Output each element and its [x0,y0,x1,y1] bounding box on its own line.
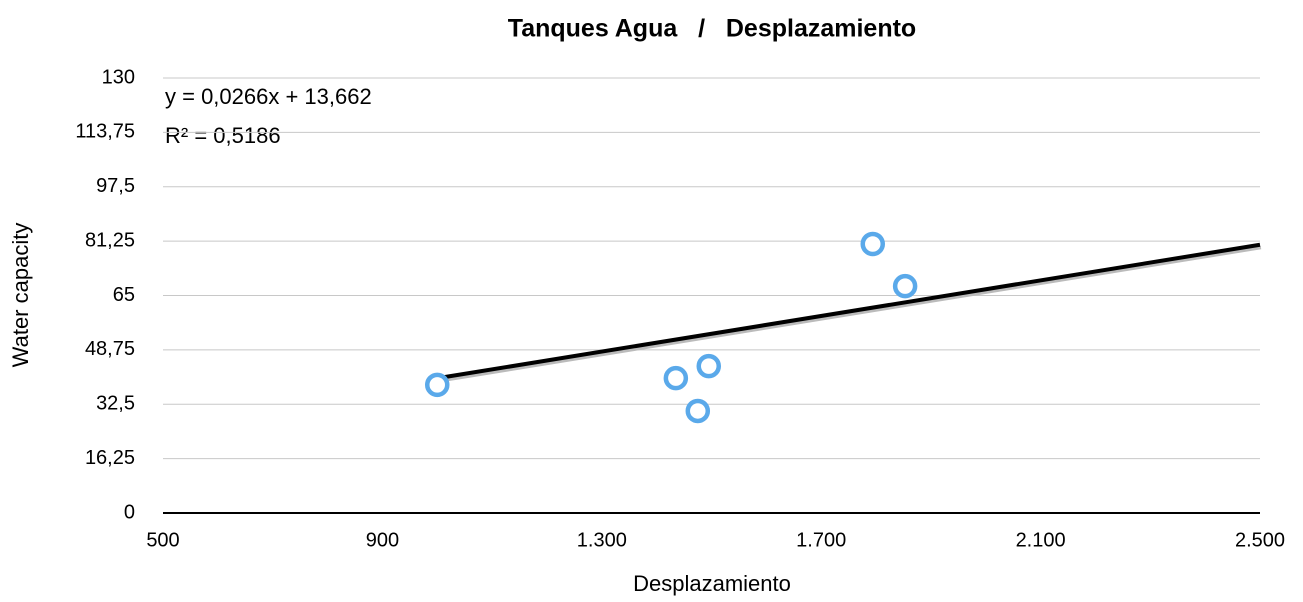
y-tick-label: 48,75 [85,338,135,360]
y-tick-label: 113,75 [75,121,135,143]
y-tick-label: 97,5 [96,175,135,197]
point [892,273,918,299]
point [425,372,450,398]
y-tick-label: 81,25 [85,229,135,251]
trendline [436,242,1261,381]
point [685,398,711,424]
x-tick-label: 900 [366,529,399,551]
x-tick-label: 2.100 [1016,529,1066,551]
point [663,365,689,391]
trendline-equation: y = 0,0266x + 13,662 [165,84,372,109]
chart-title: Tanques Agua / Desplazamiento [508,15,916,43]
y-tick-label: 0 [124,501,135,523]
x-tick-label: 1.700 [796,529,846,551]
x-axis-label: Desplazamiento [633,571,791,596]
y-tick-label: 32,5 [96,393,135,415]
y-axis-label: Water capacity [8,223,33,368]
point [860,231,886,257]
y-tick-label: 16,25 [85,447,135,469]
x-tick-label: 1.300 [577,529,627,551]
x-tick-label: 2.500 [1235,529,1285,551]
trendline-shadow [438,246,1262,383]
trendline-r-squared: R² = 0,5186 [165,123,281,148]
x-tick-label: 500 [146,529,179,551]
y-tick-label: 65 [113,284,135,306]
y-tick-label: 130 [102,66,135,88]
point [696,353,722,379]
